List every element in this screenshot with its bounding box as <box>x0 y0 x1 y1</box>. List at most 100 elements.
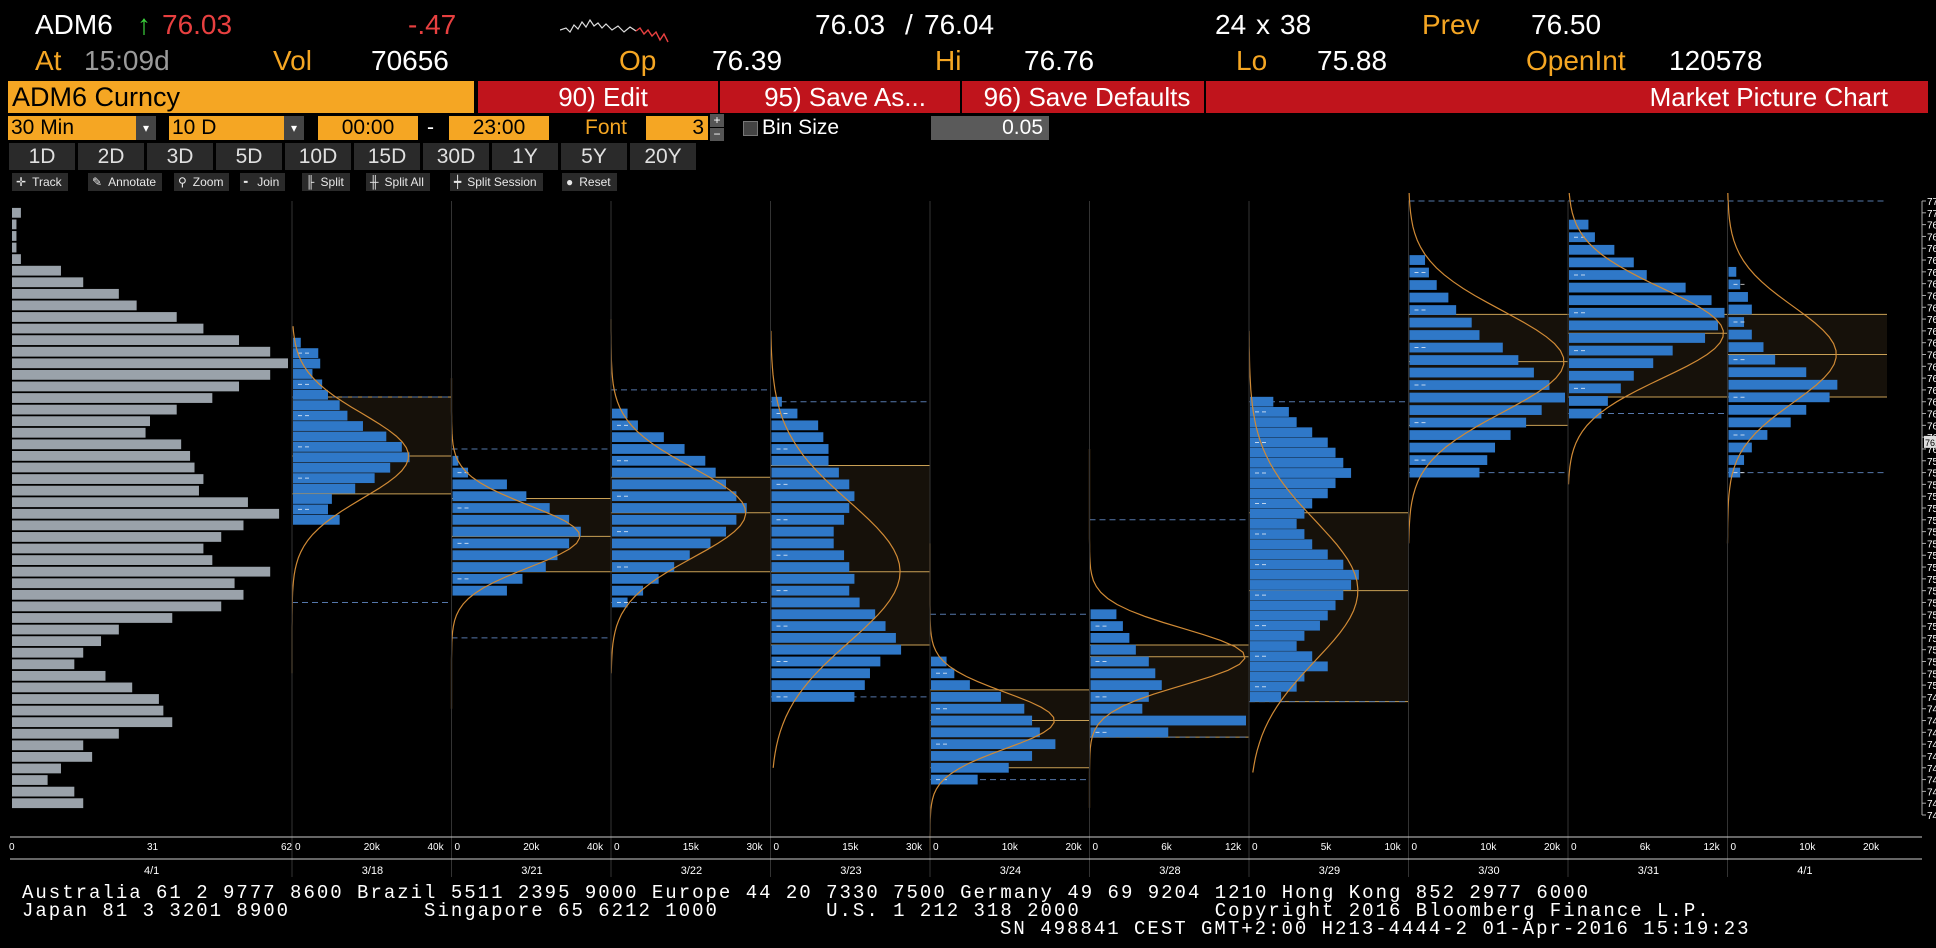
session-x-tick: 0 <box>1093 842 1099 853</box>
tool-join-button[interactable]: ╸ Join <box>240 173 286 191</box>
profile-bar <box>1250 447 1336 458</box>
save-defaults-button[interactable]: 96) Save Defaults <box>960 81 1212 113</box>
session-date-label: 3/30 <box>1478 865 1499 877</box>
high-value: 76.76 <box>1024 45 1095 76</box>
last-price-axis-label: 76.03 <box>1925 438 1936 448</box>
tool-split-session-button[interactable]: ┿ Split Session <box>450 173 543 191</box>
ask-size: 38 <box>1280 9 1312 40</box>
composite-bar <box>12 543 204 554</box>
composite-x-tick: 31 <box>147 842 159 853</box>
price-tick-label: 74.45 <box>1927 811 1936 822</box>
bid-price: 76.03 <box>815 9 886 40</box>
period-button-1y[interactable]: 1Y <box>492 143 558 170</box>
distribution-curve <box>770 330 901 768</box>
tool-track-button[interactable]: ✛ Track <box>12 173 68 191</box>
price-tick-label: 76.20 <box>1927 398 1936 409</box>
low-value: 75.88 <box>1317 45 1388 76</box>
price-tick-label: 75.75 <box>1927 504 1936 515</box>
interval-select[interactable]: 30 Min <box>8 116 136 140</box>
profile-bar <box>771 621 886 631</box>
session-x-tick: 40k <box>428 842 445 853</box>
session-date-label: 3/24 <box>1000 865 1021 877</box>
interval-dropdown-icon[interactable]: ▾ <box>136 116 156 140</box>
profile-bar <box>771 692 855 702</box>
profile-bar <box>293 473 375 484</box>
session-x-tick: 0 <box>933 842 939 853</box>
profile-bar <box>1250 610 1328 621</box>
composite-bar <box>12 427 146 438</box>
price-tick-label: 74.80 <box>1927 728 1936 739</box>
composite-x-tick: 62 <box>281 842 293 853</box>
tool-reset-button[interactable]: ● Reset <box>562 173 617 191</box>
market-picture-chart[interactable]: 77.0577.0076.9576.9076.8576.8076.7576.70… <box>0 193 1936 879</box>
profile-bar <box>1409 305 1457 315</box>
security-field[interactable]: ADM6 Curncy <box>8 81 474 113</box>
footer-contacts-line2: Japan 81 3 3201 8900 Singapore 65 6212 1… <box>22 900 1711 922</box>
price-tick-label: 75.20 <box>1927 634 1936 645</box>
price-tick-label: 75.40 <box>1927 587 1936 598</box>
price-tick-label: 75.70 <box>1927 516 1936 527</box>
profile-bar <box>771 526 834 537</box>
period-button-1d[interactable]: 1D <box>9 143 75 170</box>
session-date-label: 3/31 <box>1638 865 1659 877</box>
font-increase-icon[interactable]: + <box>710 114 724 127</box>
session-x-tick: 10k <box>1385 842 1402 853</box>
period-button-5d[interactable]: 5D <box>216 143 282 170</box>
save-as-button[interactable]: 95) Save As... <box>718 81 970 113</box>
period-button-2d[interactable]: 2D <box>78 143 144 170</box>
range-select[interactable]: 10 D <box>169 116 284 140</box>
period-button-5y[interactable]: 5Y <box>561 143 627 170</box>
session-x-tick: 20k <box>523 842 540 853</box>
profile-bar <box>1409 467 1480 478</box>
profile-bar <box>612 573 659 584</box>
profile-bar <box>771 550 845 561</box>
bin-size-checkbox[interactable] <box>743 121 758 136</box>
profile-bar <box>293 441 402 452</box>
tool-zoom-button[interactable]: ⚲ Zoom <box>174 173 230 191</box>
tool-label: Annotate <box>108 175 157 189</box>
price-tick-label: 75.25 <box>1927 622 1936 633</box>
tool-split-button[interactable]: ╟ Split <box>302 173 350 191</box>
profile-bar <box>931 680 970 691</box>
period-button-10d[interactable]: 10D <box>285 143 351 170</box>
end-time-input[interactable]: 23:00 <box>449 116 549 140</box>
period-button-30d[interactable]: 30D <box>423 143 489 170</box>
composite-bar <box>12 300 137 311</box>
price-tick-label: 75.55 <box>1927 551 1936 562</box>
price-tick-label: 75.65 <box>1927 528 1936 539</box>
bin-size-input[interactable]: 0.05 <box>931 116 1049 140</box>
start-time-input[interactable]: 00:00 <box>318 116 418 140</box>
profile-bar <box>612 444 685 454</box>
price-tick-label: 74.75 <box>1927 740 1936 751</box>
open-label: Op <box>619 45 657 76</box>
profile-bar <box>1250 437 1328 448</box>
session-x-tick: 20k <box>1544 842 1561 853</box>
period-button-3d[interactable]: 3D <box>147 143 213 170</box>
profile-bar <box>771 538 834 549</box>
profile-bar <box>1250 518 1297 529</box>
profile-bar <box>1250 396 1274 407</box>
profile-bar <box>1728 442 1752 453</box>
profile-bar <box>452 538 570 549</box>
period-button-20y[interactable]: 20Y <box>630 143 696 170</box>
composite-bar <box>12 288 119 299</box>
period-button-15d[interactable]: 15D <box>354 143 420 170</box>
tool-split-session-icon: ┿ <box>454 175 462 189</box>
profile-bar <box>1250 590 1344 601</box>
tool-annotate-button[interactable]: ✎ Annotate <box>88 173 163 191</box>
price-tick-label: 74.95 <box>1927 693 1936 704</box>
tool-split-all-button[interactable]: ╫ Split All <box>366 173 430 191</box>
composite-bar <box>12 393 213 403</box>
font-decrease-icon[interactable]: − <box>710 128 724 141</box>
session-x-tick: 30k <box>747 842 764 853</box>
edit-button[interactable]: 90) Edit <box>476 81 728 113</box>
font-size-input[interactable]: 3 <box>646 116 708 140</box>
profile-bar <box>293 421 363 431</box>
time-range-dash: - <box>427 116 434 139</box>
session-x-tick: 12k <box>1704 842 1721 853</box>
profile-bar <box>1569 358 1654 369</box>
profile-bar <box>1250 580 1352 590</box>
profile-bar <box>1250 559 1344 570</box>
range-dropdown-icon[interactable]: ▾ <box>284 116 304 140</box>
low-label: Lo <box>1236 45 1268 76</box>
